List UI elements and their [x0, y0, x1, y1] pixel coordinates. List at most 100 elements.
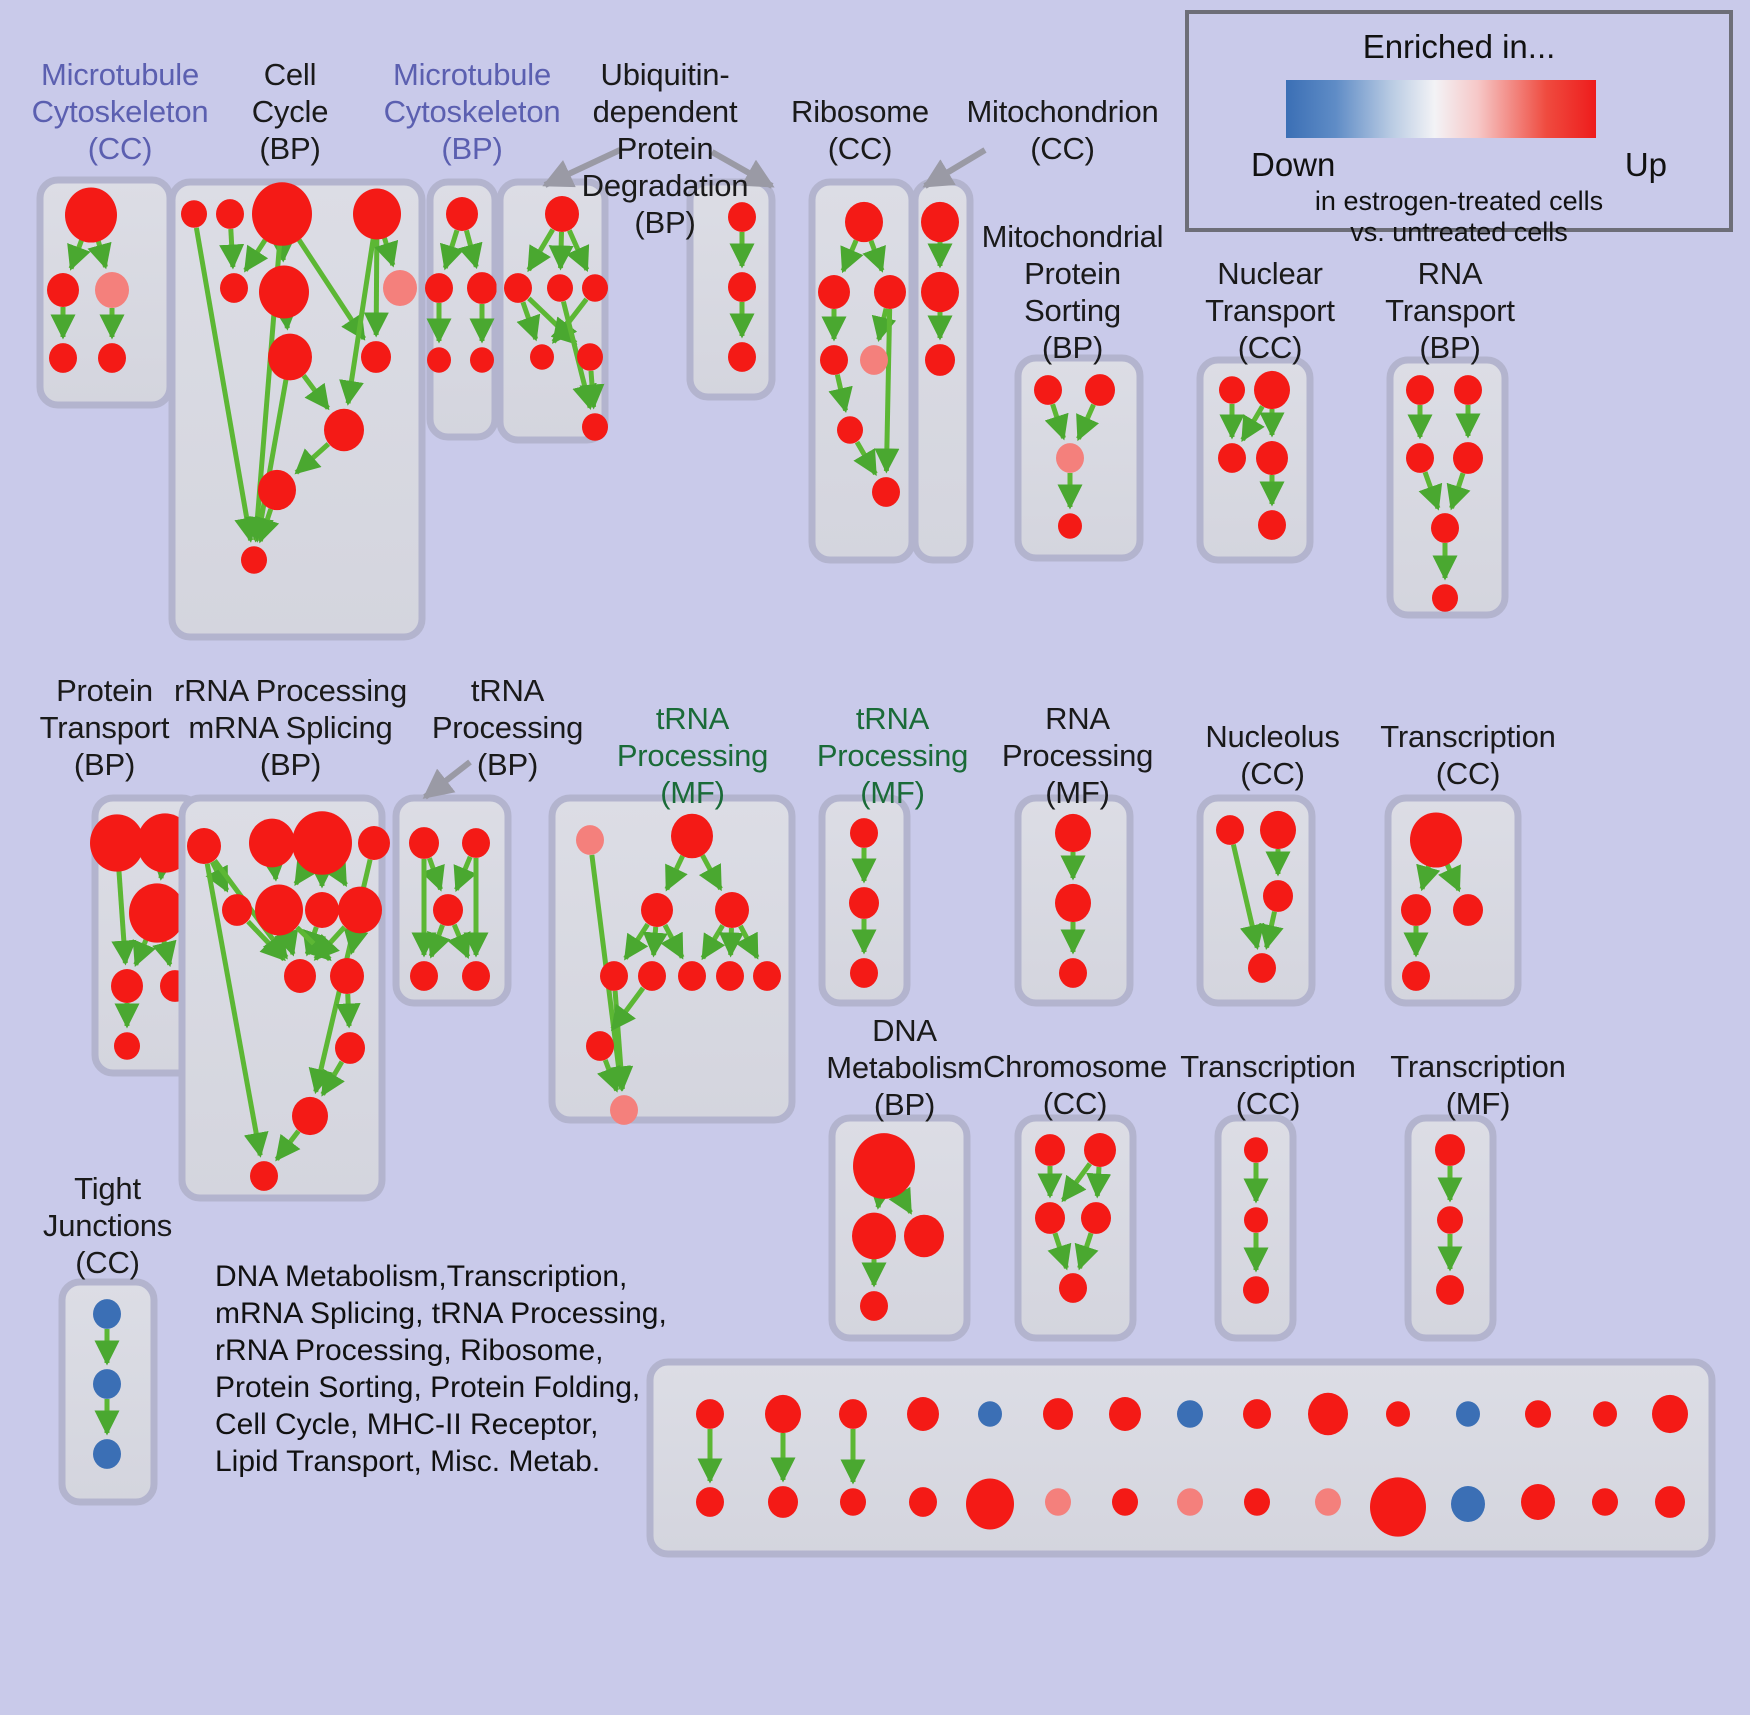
gene-node[interactable] [1453, 894, 1483, 926]
gene-node[interactable] [1254, 370, 1290, 410]
gene-node[interactable] [1177, 1400, 1203, 1428]
gene-node[interactable] [978, 1401, 1002, 1427]
gene-node[interactable] [358, 826, 390, 860]
gene-node[interactable] [1045, 1488, 1071, 1516]
gene-node[interactable] [93, 1439, 121, 1469]
gene-node[interactable] [1248, 953, 1276, 983]
gene-node[interactable] [641, 893, 673, 927]
gene-node[interactable] [1243, 1276, 1269, 1304]
gene-node[interactable] [610, 1095, 638, 1125]
gene-node[interactable] [874, 275, 906, 309]
gene-node[interactable] [1244, 1207, 1268, 1233]
gene-node[interactable] [111, 969, 143, 1003]
gene-node[interactable] [1525, 1400, 1551, 1428]
gene-node[interactable] [547, 274, 573, 302]
gene-node[interactable] [504, 273, 532, 303]
gene-node[interactable] [837, 416, 863, 444]
gene-node[interactable] [1431, 513, 1459, 543]
gene-node[interactable] [872, 477, 900, 507]
gene-node[interactable] [361, 341, 391, 373]
gene-node[interactable] [1056, 443, 1084, 473]
gene-node[interactable] [577, 343, 603, 371]
gene-node[interactable] [1244, 1488, 1270, 1516]
gene-node[interactable] [671, 813, 713, 859]
gene-node[interactable] [768, 1486, 798, 1518]
gene-node[interactable] [1243, 1399, 1271, 1429]
gene-node[interactable] [1315, 1488, 1341, 1516]
gene-node[interactable] [765, 1394, 801, 1434]
gene-node[interactable] [292, 1096, 328, 1136]
gene-node[interactable] [324, 408, 364, 452]
gene-node[interactable] [1055, 813, 1091, 853]
gene-node[interactable] [462, 961, 490, 991]
gene-node[interactable] [252, 182, 312, 246]
gene-node[interactable] [1453, 442, 1483, 474]
gene-node[interactable] [249, 818, 295, 868]
gene-node[interactable] [1085, 374, 1115, 406]
gene-node[interactable] [335, 1032, 365, 1064]
gene-node[interactable] [818, 275, 850, 309]
gene-node[interactable] [427, 347, 451, 373]
gene-node[interactable] [1652, 1394, 1688, 1434]
gene-node[interactable] [576, 825, 604, 855]
gene-node[interactable] [222, 894, 252, 926]
gene-node[interactable] [696, 1487, 724, 1517]
gene-node[interactable] [907, 1397, 939, 1431]
gene-node[interactable] [129, 883, 185, 943]
gene-node[interactable] [1451, 1485, 1485, 1523]
gene-node[interactable] [1592, 1488, 1618, 1516]
gene-node[interactable] [1112, 1488, 1138, 1516]
gene-node[interactable] [1043, 1398, 1073, 1430]
gene-node[interactable] [1256, 441, 1288, 475]
gene-node[interactable] [98, 343, 126, 373]
gene-node[interactable] [728, 342, 756, 372]
gene-node[interactable] [1109, 1397, 1141, 1431]
gene-node[interactable] [1034, 375, 1062, 405]
gene-node[interactable] [1406, 375, 1434, 405]
gene-node[interactable] [268, 333, 312, 381]
gene-node[interactable] [1263, 880, 1293, 912]
gene-node[interactable] [258, 469, 296, 511]
gene-node[interactable] [250, 1161, 278, 1191]
gene-node[interactable] [90, 814, 144, 872]
gene-node[interactable] [1436, 1275, 1464, 1305]
gene-node[interactable] [467, 272, 497, 304]
gene-node[interactable] [1454, 375, 1482, 405]
gene-node[interactable] [728, 272, 756, 302]
gene-node[interactable] [410, 961, 438, 991]
gene-node[interactable] [1402, 961, 1430, 991]
gene-node[interactable] [1655, 1486, 1685, 1518]
gene-node[interactable] [853, 1133, 915, 1199]
gene-node[interactable] [728, 202, 756, 232]
gene-node[interactable] [241, 546, 267, 574]
gene-node[interactable] [1081, 1202, 1111, 1234]
gene-node[interactable] [47, 273, 79, 307]
gene-node[interactable] [852, 1212, 896, 1260]
gene-node[interactable] [715, 891, 749, 929]
gene-node[interactable] [600, 961, 628, 991]
gene-node[interactable] [1435, 1134, 1465, 1166]
gene-node[interactable] [1308, 1392, 1348, 1436]
gene-node[interactable] [820, 345, 848, 375]
gene-node[interactable] [338, 886, 382, 934]
gene-node[interactable] [1177, 1488, 1203, 1516]
gene-node[interactable] [433, 894, 463, 926]
gene-node[interactable] [860, 1291, 888, 1321]
gene-node[interactable] [1386, 1401, 1410, 1427]
gene-node[interactable] [93, 1369, 121, 1399]
gene-node[interactable] [187, 827, 221, 865]
gene-node[interactable] [1521, 1483, 1555, 1521]
gene-node[interactable] [1216, 815, 1244, 845]
gene-node[interactable] [845, 201, 883, 243]
gene-node[interactable] [840, 1488, 866, 1516]
gene-node[interactable] [860, 345, 888, 375]
gene-node[interactable] [305, 891, 339, 929]
gene-node[interactable] [1218, 443, 1246, 473]
gene-node[interactable] [284, 959, 316, 993]
gene-node[interactable] [259, 265, 309, 319]
gene-node[interactable] [462, 828, 490, 858]
gene-node[interactable] [545, 195, 579, 233]
gene-node[interactable] [1437, 1206, 1463, 1234]
gene-node[interactable] [1456, 1401, 1480, 1427]
gene-node[interactable] [292, 811, 352, 875]
